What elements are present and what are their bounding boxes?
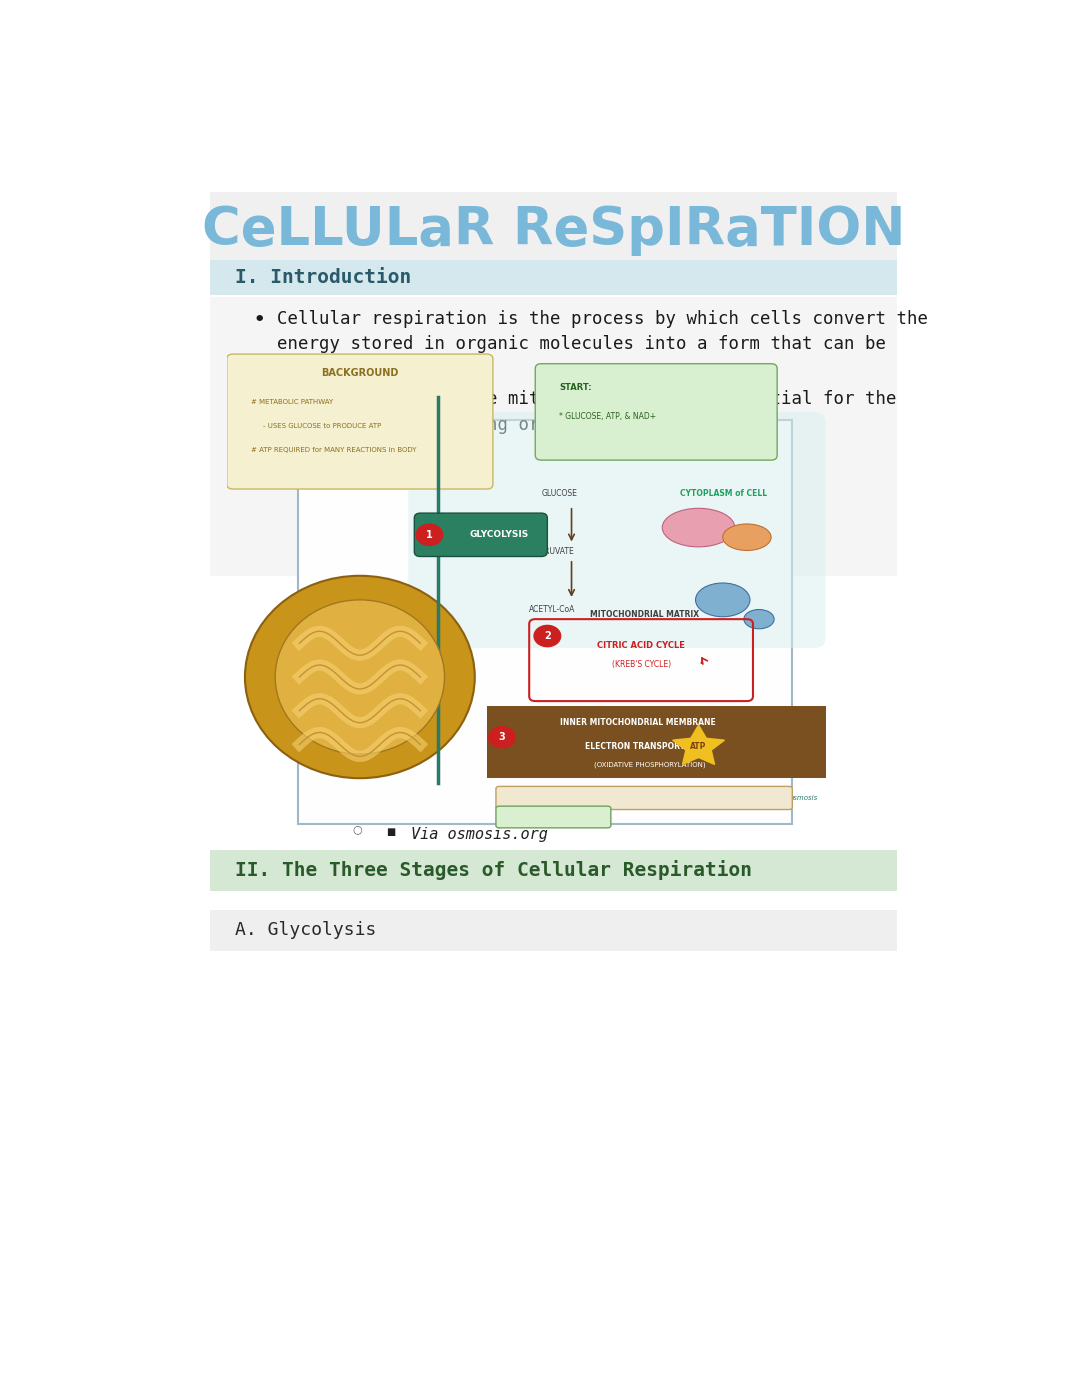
Text: A. Glycolysis: A. Glycolysis — [235, 921, 377, 939]
Text: START:: START: — [559, 383, 592, 393]
Text: # ATP REQUIRED for MANY REACTIONS in BODY: # ATP REQUIRED for MANY REACTIONS in BOD… — [251, 447, 417, 454]
Text: MITOCHONDRIAL MATRIX: MITOCHONDRIAL MATRIX — [590, 610, 699, 619]
Circle shape — [416, 524, 443, 545]
Ellipse shape — [744, 609, 774, 629]
Ellipse shape — [275, 599, 445, 754]
Text: ■: ■ — [387, 827, 395, 837]
Text: ATP: ATP — [690, 742, 706, 752]
Polygon shape — [673, 725, 725, 764]
Text: 2: 2 — [544, 631, 551, 641]
Text: (KREB'S CYCLE): (KREB'S CYCLE) — [611, 661, 671, 669]
Text: 1: 1 — [426, 529, 433, 539]
Text: # NET 30 - 32 ATP per GLUCOSE #: # NET 30 - 32 ATP per GLUCOSE # — [579, 793, 710, 802]
FancyBboxPatch shape — [211, 296, 896, 577]
Ellipse shape — [696, 583, 750, 616]
Text: * GLUCOSE, ATP, & NAD+: * GLUCOSE, ATP, & NAD+ — [559, 412, 657, 422]
Circle shape — [488, 726, 515, 747]
Ellipse shape — [662, 509, 734, 546]
FancyBboxPatch shape — [211, 260, 896, 295]
FancyBboxPatch shape — [487, 705, 825, 778]
FancyBboxPatch shape — [496, 787, 793, 809]
Text: CYTOPLASM of CELL: CYTOPLASM of CELL — [680, 489, 768, 499]
Ellipse shape — [245, 576, 475, 778]
Text: energy stored in organic molecules into a form that can be: energy stored in organic molecules into … — [278, 335, 887, 353]
Text: END:
* ATP & H₂O: END: * ATP & H₂O — [505, 810, 546, 823]
Text: GLUCOSE: GLUCOSE — [541, 489, 577, 499]
Text: used by the cell.: used by the cell. — [278, 362, 456, 379]
Text: CeLLULaR ReSpIRaTION: CeLLULaR ReSpIRaTION — [202, 204, 905, 256]
Text: survival of all living organisms.: survival of all living organisms. — [278, 416, 624, 434]
FancyBboxPatch shape — [298, 420, 792, 824]
Ellipse shape — [723, 524, 771, 550]
Text: •: • — [253, 310, 266, 330]
Text: - USES GLUCOSE to PRODUCE ATP: - USES GLUCOSE to PRODUCE ATP — [264, 423, 381, 429]
Text: BACKGROUND: BACKGROUND — [321, 369, 399, 379]
Text: CITRIC ACID CYCLE: CITRIC ACID CYCLE — [597, 641, 685, 650]
Text: 3: 3 — [499, 732, 505, 742]
FancyBboxPatch shape — [536, 363, 778, 460]
Text: # METABOLIC PATHWAY: # METABOLIC PATHWAY — [251, 400, 334, 405]
Text: II. The Three Stages of Cellular Respiration: II. The Three Stages of Cellular Respira… — [235, 861, 753, 880]
FancyBboxPatch shape — [211, 849, 896, 890]
FancyBboxPatch shape — [496, 806, 611, 828]
Text: (OXIDATIVE PHOSPHORYLATION): (OXIDATIVE PHOSPHORYLATION) — [594, 761, 706, 768]
Text: It takes place in the mitochondria and is essential for the: It takes place in the mitochondria and i… — [278, 390, 896, 408]
Circle shape — [534, 626, 561, 647]
Text: PYRUVATE: PYRUVATE — [536, 548, 573, 556]
FancyBboxPatch shape — [415, 513, 548, 556]
Text: INNER MITOCHONDRIAL MEMBRANE: INNER MITOCHONDRIAL MEMBRANE — [561, 718, 716, 728]
Text: Cellular respiration is the process by which cells convert the: Cellular respiration is the process by w… — [278, 310, 929, 328]
Text: •: • — [253, 390, 266, 411]
Text: Via osmosis.org: Via osmosis.org — [411, 827, 548, 842]
FancyBboxPatch shape — [211, 193, 896, 270]
Text: ○: ○ — [352, 824, 363, 834]
Text: GLYCOLYSIS: GLYCOLYSIS — [470, 531, 528, 539]
Text: ELECTRON TRANSPORT CHAIN: ELECTRON TRANSPORT CHAIN — [585, 742, 715, 752]
Text: osmosis: osmosis — [789, 795, 818, 800]
Text: ACETYL-CoA: ACETYL-CoA — [529, 605, 576, 615]
Text: I. Introduction: I. Introduction — [235, 268, 411, 286]
FancyBboxPatch shape — [211, 909, 896, 951]
FancyBboxPatch shape — [408, 412, 825, 648]
FancyBboxPatch shape — [227, 353, 492, 489]
